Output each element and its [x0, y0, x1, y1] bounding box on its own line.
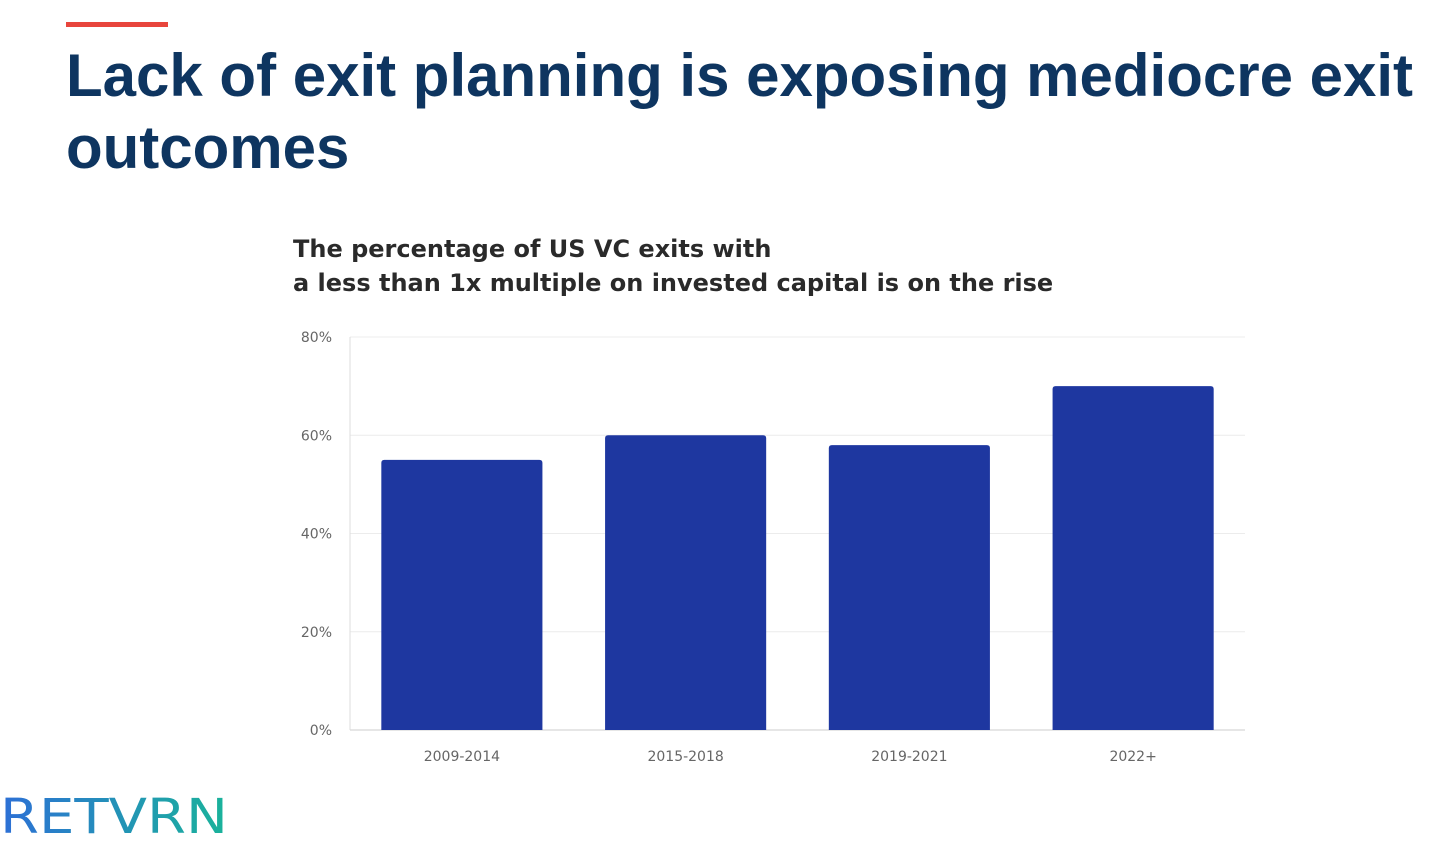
title-accent-bar	[66, 22, 168, 27]
x-tick-label: 2009-2014	[424, 749, 500, 765]
bar-2009-2014	[381, 459, 543, 730]
bar-2015-2018	[605, 435, 767, 730]
y-tick-label: 0%	[310, 723, 332, 739]
bar-2022+	[1052, 386, 1214, 730]
x-tick-label: 2015-2018	[647, 749, 723, 765]
y-tick-label: 60%	[301, 428, 332, 444]
chart-title-line-2: a less than 1x multiple on invested capi…	[293, 269, 1054, 297]
x-tick-label: 2022+	[1109, 749, 1156, 765]
retvrn-logo: RETVRN	[0, 790, 228, 840]
y-tick-label: 80%	[301, 330, 332, 346]
bar-chart: 0% 20% 40% 60% 80% 2009-2014 2015-2018 2019-202…	[301, 330, 1245, 765]
chart-title-line-1: The percentage of US VC exits with	[293, 235, 772, 263]
bar-2019-2021	[828, 445, 990, 730]
x-tick-label: 2019-2021	[871, 749, 947, 765]
logo-wordmark: RETVRN	[0, 790, 228, 840]
chart-title: The percentage of US VC exits with a les…	[293, 232, 1053, 300]
y-tick-label: 20%	[301, 625, 332, 641]
page-title: Lack of exit planning is exposing medioc…	[66, 42, 1414, 181]
y-tick-label: 40%	[301, 527, 332, 543]
